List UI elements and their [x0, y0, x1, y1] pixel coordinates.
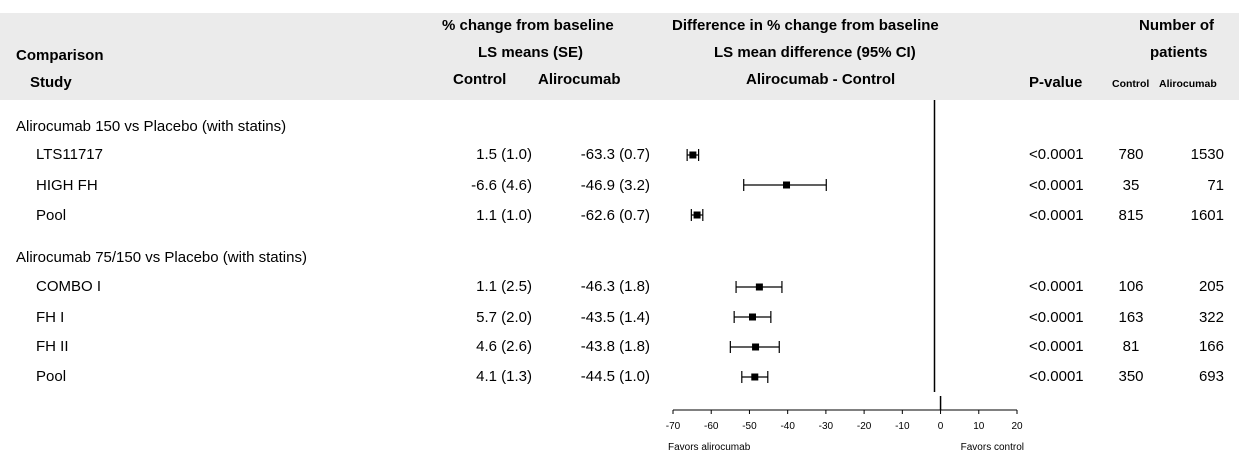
- header-band: [0, 13, 1239, 100]
- control-value: 1.1 (2.5): [476, 278, 532, 295]
- difference-header: Difference in % change from baseline: [672, 17, 939, 34]
- n-control: 163: [1118, 309, 1144, 326]
- study-name: HIGH FH: [36, 177, 98, 194]
- point-estimate: [755, 283, 763, 291]
- favors-control-label: Favors control: [961, 442, 1024, 453]
- ls-mean-difference-header: LS mean difference (95% CI): [714, 44, 916, 61]
- n-alirocumab: 693: [1198, 368, 1224, 385]
- pvalue-header: P-value: [1029, 74, 1083, 91]
- n-alirocumab: 1530: [1190, 146, 1224, 163]
- n-alirocumab: 322: [1198, 309, 1224, 326]
- x-tick-label: -50: [742, 421, 757, 432]
- point-estimate: [749, 313, 757, 321]
- n-control: 81: [1122, 338, 1140, 355]
- point-estimate: [752, 343, 760, 351]
- control-value: 5.7 (2.0): [476, 309, 532, 326]
- x-tick-label: 0: [938, 421, 944, 432]
- pvalue: <0.0001: [1029, 368, 1084, 385]
- x-tick-label: -70: [666, 421, 681, 432]
- group-title: Alirocumab 75/150 vs Placebo (with stati…: [16, 249, 307, 266]
- ls-means-header: LS means (SE): [478, 44, 584, 61]
- study-name: COMBO I: [36, 278, 102, 295]
- control-value: 4.1 (1.3): [476, 368, 532, 385]
- study-name: FH I: [36, 309, 65, 326]
- control-header: Control: [453, 71, 507, 88]
- n-alirocumab: 1601: [1190, 207, 1224, 224]
- point-estimate: [689, 151, 697, 159]
- patients-header: patients: [1150, 44, 1208, 61]
- alirocumab-value: -63.3 (0.7): [580, 146, 650, 163]
- alirocumab-value: -46.9 (3.2): [580, 177, 650, 194]
- pvalue: <0.0001: [1029, 278, 1084, 295]
- x-tick-label: 10: [973, 421, 985, 432]
- control-value: 4.6 (2.6): [476, 338, 532, 355]
- favors-alirocumab-label: Favors alirocumab: [668, 442, 751, 453]
- pvalue: <0.0001: [1029, 177, 1084, 194]
- n-alirocumab: 205: [1198, 278, 1224, 295]
- point-estimate: [783, 181, 791, 189]
- pvalue: <0.0001: [1029, 146, 1084, 163]
- number-of-header: Number of: [1139, 17, 1214, 34]
- x-tick-label: -10: [895, 421, 910, 432]
- n-alirocumab: 71: [1207, 177, 1224, 194]
- x-tick-label: -20: [857, 421, 872, 432]
- pvalue: <0.0001: [1029, 207, 1084, 224]
- num-alirocumab-header: Alirocumab: [1159, 78, 1217, 90]
- alirocumab-control-header: Alirocumab - Control: [746, 71, 896, 88]
- n-control: 106: [1118, 278, 1144, 295]
- n-control: 815: [1118, 207, 1144, 224]
- alirocumab-header: Alirocumab: [538, 71, 621, 88]
- n-control: 350: [1118, 368, 1144, 385]
- n-control: 35: [1122, 177, 1140, 194]
- alirocumab-value: -62.6 (0.7): [580, 207, 650, 224]
- control-value: 1.5 (1.0): [476, 146, 532, 163]
- pvalue: <0.0001: [1029, 309, 1084, 326]
- control-value: -6.6 (4.6): [471, 177, 532, 194]
- x-tick-label: 20: [1011, 421, 1023, 432]
- study-name: FH II: [36, 338, 69, 355]
- point-estimate: [693, 211, 701, 219]
- x-tick-label: -40: [780, 421, 795, 432]
- num-control-header: Control: [1112, 78, 1150, 90]
- x-tick-label: -60: [704, 421, 719, 432]
- study-header: Study: [30, 74, 72, 91]
- study-name: Pool: [36, 368, 67, 385]
- group-title: Alirocumab 150 vs Placebo (with statins): [16, 118, 287, 135]
- comparison-header: Comparison: [16, 47, 104, 64]
- control-value: 1.1 (1.0): [476, 207, 532, 224]
- alirocumab-value: -46.3 (1.8): [580, 278, 650, 295]
- n-control: 780: [1118, 146, 1144, 163]
- point-estimate: [751, 373, 759, 381]
- alirocumab-value: -43.8 (1.8): [580, 338, 650, 355]
- study-name: LTS11717: [36, 146, 103, 163]
- alirocumab-value: -43.5 (1.4): [580, 309, 650, 326]
- pvalue: <0.0001: [1029, 338, 1084, 355]
- study-name: Pool: [36, 207, 67, 224]
- alirocumab-value: -44.5 (1.0): [580, 368, 650, 385]
- n-alirocumab: 166: [1198, 338, 1224, 355]
- x-tick-label: -30: [819, 421, 834, 432]
- pct-change-header: % change from baseline: [442, 17, 614, 34]
